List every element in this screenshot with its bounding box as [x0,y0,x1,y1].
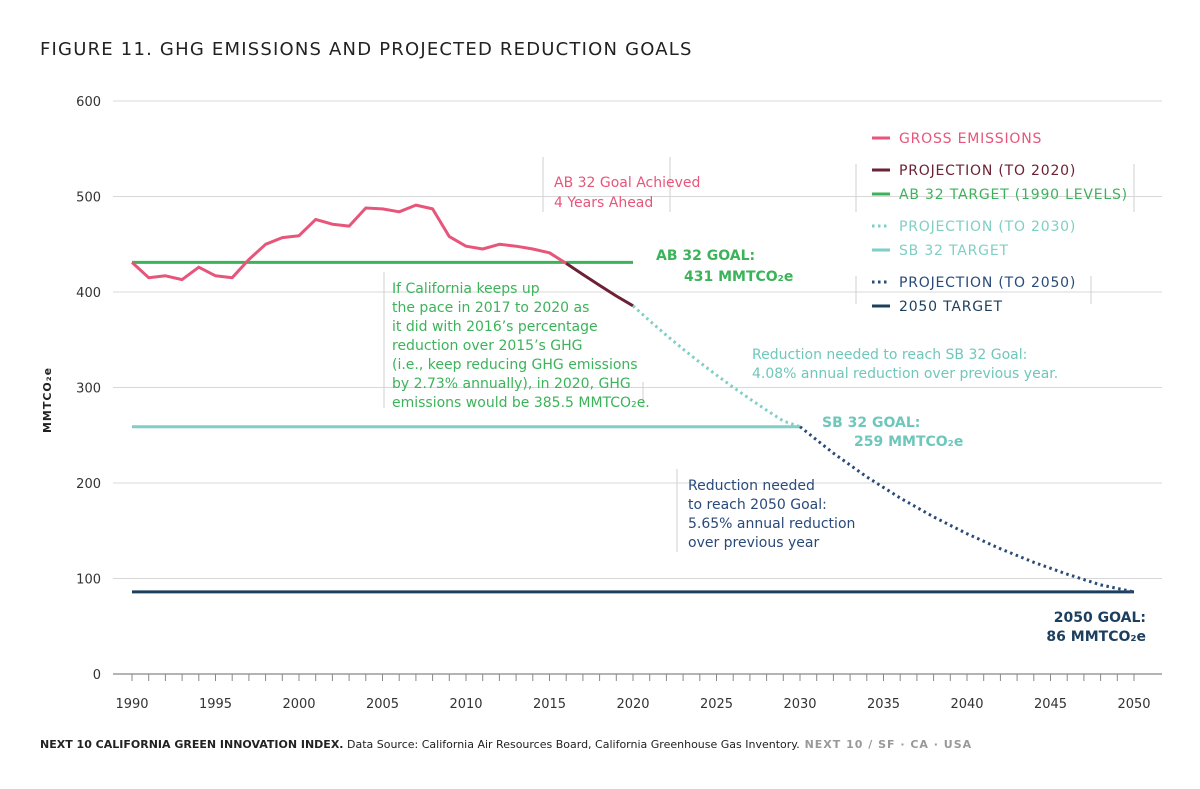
annotation-ab32-goal: AB 32 GOAL: 431 MMTCO₂e [656,248,793,285]
annotation-if-california-line-6: by 2.73% annually), in 2020, GHG [392,376,631,392]
annotation-ab32-achieved-line-1: AB 32 Goal Achieved [554,175,700,191]
annotation-if-california-line-7: emissions would be 385.5 MMTCO₂e. [392,395,650,411]
annotation-ab32-goal-line-2: 431 MMTCO₂e [684,269,793,285]
footer-source: Data Source: California Air Resources Bo… [343,738,799,751]
annotation-if-california-line-3: it did with 2016’s percentage [392,319,598,335]
series-projection-to-2020 [565,262,634,308]
y-tick-label-400: 400 [76,286,101,301]
annotation-ab32-achieved: AB 32 Goal Achieved 4 Years Ahead [554,175,700,211]
x-tick-label-2035: 2035 [867,697,900,712]
x-tick-label-2030: 2030 [783,697,816,712]
annotation-if-california: If California keeps up the pace in 2017 t… [392,281,650,411]
legend-label-7: 2050 TARGET [899,299,1003,315]
annotation-sb32-goal-line-1: SB 32 GOAL: [822,415,920,431]
footer-brand: NEXT 10 / SF · CA · USA [800,738,972,751]
annotation-2050-reduction-line-1: Reduction needed [688,478,815,494]
y-tick-label-200: 200 [76,477,101,492]
x-tick-label-1990: 1990 [115,697,148,712]
x-tick-label-2020: 2020 [616,697,649,712]
x-tick-label-2040: 2040 [950,697,983,712]
annotation-sb32-reduction: Reduction needed to reach SB 32 Goal: 4.0… [752,347,1058,382]
annotation-sb32-goal-line-2: 259 MMTCO₂e [854,434,963,450]
annotation-if-california-line-1: If California keeps up [392,281,540,297]
annotation-if-california-line-2: the pace in 2017 to 2020 as [392,300,589,316]
annotation-sb32-reduction-line-1: Reduction needed to reach SB 32 Goal: [752,347,1027,363]
annotation-if-california-line-4: reduction over 2015’s GHG [392,338,583,354]
y-tick-labels: 0 100 200 300 400 500 600 [76,95,101,683]
legend-label-5: SB 32 TARGET [899,243,1009,259]
footer: NEXT 10 CALIFORNIA GREEN INNOVATION INDE… [40,738,972,751]
annotation-sb32-goal: SB 32 GOAL: 259 MMTCO₂e [822,415,963,450]
y-tick-label-600: 600 [76,95,101,110]
annotation-2050-reduction-line-2: to reach 2050 Goal: [688,497,827,513]
grid-lines [113,100,1162,579]
y-axis-label: MMTCO₂e [41,367,54,433]
annotation-2050-goal-line-1: 2050 GOAL: [1054,610,1146,626]
chart-title: FIGURE 11. GHG EMISSIONS AND PROJECTED R… [40,39,693,60]
legend-label-2: PROJECTION (TO 2020) [899,163,1076,179]
x-tick-label-2000: 2000 [282,697,315,712]
legend: GROSS EMISSIONS PROJECTION (TO 2020) AB 32… [872,131,1128,315]
series-projection-to-2030 [631,304,801,429]
legend-label-6: PROJECTION (TO 2050) [899,275,1076,291]
legend-label-1: GROSS EMISSIONS [899,131,1042,147]
x-tick-label-2015: 2015 [533,697,566,712]
series-lines [130,203,1135,594]
annotations: AB 32 Goal Achieved 4 Years Ahead AB 32 GO… [383,157,1146,645]
x-tick-label-2045: 2045 [1034,697,1067,712]
annotation-ab32-achieved-line-2: 4 Years Ahead [554,195,653,211]
annotation-2050-reduction-line-4: over previous year [688,535,819,551]
annotation-ab32-goal-line-1: AB 32 GOAL: [656,248,755,264]
x-tick-label-2010: 2010 [449,697,482,712]
y-tick-label-500: 500 [76,191,101,206]
annotation-2050-goal-line-2: 86 MMTCO₂e [1046,629,1146,645]
annotation-2050-reduction: Reduction needed to reach 2050 Goal: 5.65%… [688,478,855,551]
annotation-2050-reduction-line-3: 5.65% annual reduction [688,516,855,532]
annotation-2050-goal: 2050 GOAL: 86 MMTCO₂e [1046,610,1146,645]
x-tick-label-1995: 1995 [199,697,232,712]
legend-label-4: PROJECTION (TO 2030) [899,219,1076,235]
y-tick-label-300: 300 [76,382,101,397]
x-tick-label-2025: 2025 [700,697,733,712]
x-tick-label-2005: 2005 [366,697,399,712]
x-tick-label-2050: 2050 [1117,697,1150,712]
footer-index-name: NEXT 10 CALIFORNIA GREEN INNOVATION INDE… [40,738,343,751]
series-gross-emissions [130,203,568,282]
legend-label-3: AB 32 TARGET (1990 LEVELS) [899,187,1128,203]
annotation-sb32-reduction-line-2: 4.08% annual reduction over previous yea… [752,366,1058,382]
series-projection-to-2050 [799,425,1135,594]
x-axis: 1990 1995 2000 2005 2010 2015 2020 2025 2030 2035… [113,673,1162,712]
annotation-if-california-line-5: (i.e., keep reducing GHG emissions [392,357,638,373]
y-tick-label-100: 100 [76,573,101,588]
y-tick-label-0: 0 [93,668,101,683]
